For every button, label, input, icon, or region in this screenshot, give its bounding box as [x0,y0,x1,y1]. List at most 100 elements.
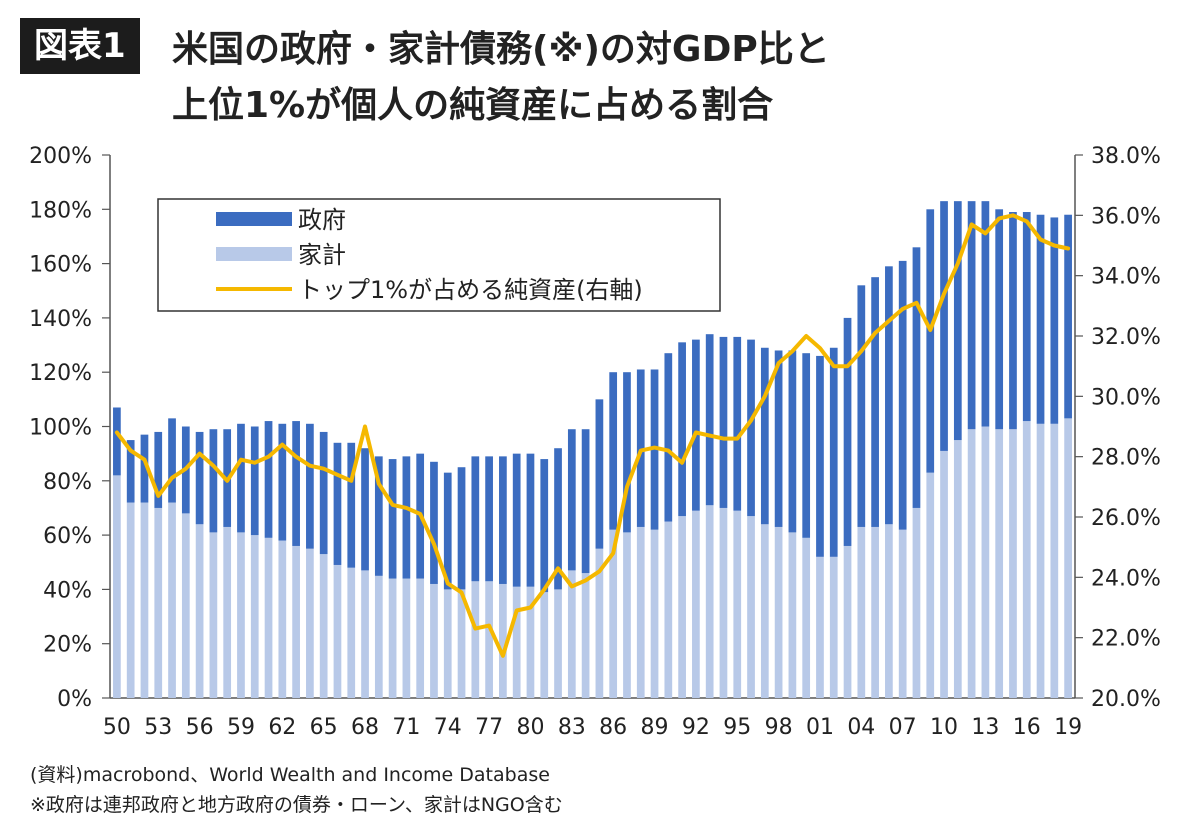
household-bar [609,529,618,698]
household-bar [953,440,962,698]
right-y-tick-label: 34.0% [1091,265,1161,290]
household-bar [1009,429,1017,698]
government-bar [388,459,397,579]
left-y-tick-label: 140% [29,307,92,332]
government-bar [113,407,121,476]
government-bar [623,372,631,533]
household-bar [843,545,852,698]
government-bar [967,201,976,430]
household-bar [1050,423,1059,698]
x-tick-label: 53 [144,715,172,740]
household-bar [140,502,149,698]
x-tick-label: 77 [475,715,503,740]
government-bar [292,421,300,546]
right-y-tick-label: 26.0% [1091,506,1161,531]
left-y-tick-label: 180% [29,198,92,223]
household-bar [209,532,218,698]
household-bar [237,532,245,698]
household-bar [595,548,604,698]
government-bar [843,317,852,546]
x-tick-label: 01 [806,715,834,740]
chart-title-line2: 上位1%が個人の純資産に占める割合 [172,85,774,126]
left-y-tick-label: 80% [43,470,92,495]
household-bar [485,581,493,698]
government-bar [747,339,755,517]
government-bar [788,350,797,533]
government-bar [664,353,673,522]
household-bar [829,556,838,698]
government-bar [885,266,893,525]
x-tick-label: 07 [889,715,917,740]
left-y-tick-label: 120% [29,361,92,386]
household-bar [457,589,466,698]
right-y-tick-label: 32.0% [1091,325,1161,350]
household-bar [816,556,824,698]
left-y-tick-label: 20% [43,633,92,658]
legend-label: 政府 [298,206,346,234]
chart-notes: (資料)macrobond、World Wealth and Income Da… [30,760,563,820]
government-bar [567,429,576,571]
household-bar [567,570,576,698]
government-bar [816,355,824,557]
government-bar [264,421,273,538]
right-y-tick-label: 30.0% [1091,385,1161,410]
x-tick-label: 13 [971,715,999,740]
household-bar [499,583,507,698]
government-bar [306,423,314,549]
government-bar [940,201,948,451]
government-bar [499,456,507,584]
source-note: (資料)macrobond、World Wealth and Income Da… [30,764,550,786]
household-bar [885,524,893,698]
top1-share-line [114,213,1071,658]
household-bar [388,578,397,698]
household-bar [898,529,907,698]
x-tick-label: 65 [310,715,338,740]
right-y-tick-label: 20.0% [1091,687,1161,712]
government-bar [154,431,163,508]
household-bar [540,592,549,698]
government-bar [471,456,480,582]
legend-swatch [216,212,292,226]
government-bar [457,467,466,590]
household-bar [333,564,342,698]
household-bar [154,507,163,698]
household-bar [554,589,562,698]
household-bar [402,578,411,698]
government-bar [1050,217,1059,424]
government-bar [402,456,411,579]
legend-swatch [216,247,292,261]
household-bar [926,472,935,698]
government-bar [319,431,328,555]
household-bar [430,583,438,698]
government-bar [374,456,383,576]
x-tick-label: 59 [227,715,255,740]
household-bar [264,537,273,698]
government-bar [168,418,176,503]
household-bar [692,510,700,698]
left-y-tick-label: 200% [29,144,92,169]
household-bar [1064,418,1072,698]
household-bar [760,524,769,698]
government-bar [774,350,783,527]
government-bar [430,461,438,584]
household-bar [857,526,866,698]
household-bar [361,570,369,698]
government-bar [361,448,369,571]
household-bar [747,516,755,698]
right-y-tick-label: 28.0% [1091,446,1161,471]
household-bar [1022,421,1031,698]
government-bar [636,369,645,527]
government-bar [829,347,838,557]
household-bar [181,513,190,698]
household-bar [733,510,742,698]
household-bar [719,507,728,698]
household-bar [113,475,121,698]
household-bar [1036,423,1045,698]
government-bar [719,336,728,508]
household-bar [995,429,1004,698]
government-bar [554,448,562,590]
household-bar [871,526,879,698]
government-bar [802,353,811,538]
x-tick-label: 04 [847,715,875,740]
left-y-tick-label: 100% [29,416,92,441]
